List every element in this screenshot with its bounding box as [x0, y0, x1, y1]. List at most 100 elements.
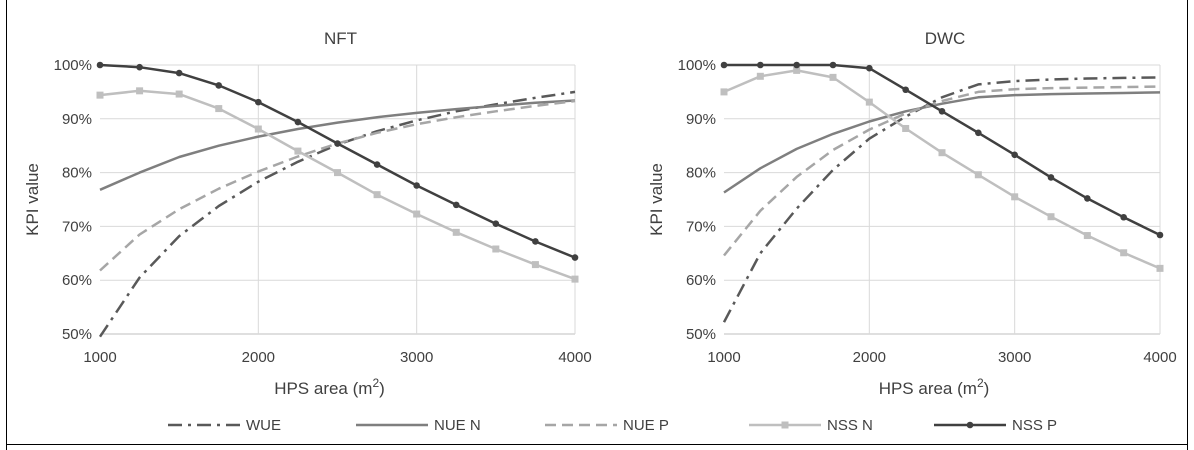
nft-point-nss-p [532, 238, 539, 245]
legend-marker-nss-n [781, 421, 789, 429]
dwc-point-nss-n [829, 73, 837, 81]
dwc-point-nss-p [1047, 174, 1055, 181]
dwc-point-nss-n [902, 124, 910, 132]
dwc-x-tick-label: 4000 [1143, 349, 1176, 366]
dwc-point-nss-n [1083, 232, 1091, 240]
nft-point-nss-p [136, 63, 143, 71]
nft-point-nss-p [373, 161, 381, 168]
legend-entry-nss-p: NSS P [934, 417, 1057, 434]
nft-series-nue-n [99, 99, 576, 191]
dwc-chart-title: DWC [925, 29, 966, 48]
nft-point-nss-n [413, 210, 421, 218]
nft-point-nss-p [571, 254, 579, 261]
dwc-point-nss-n [938, 149, 946, 157]
dwc-point-nss-n [974, 171, 982, 179]
nft-y-axis-title: KPI value [23, 163, 42, 236]
dwc-point-nss-n [756, 72, 764, 80]
nft-y-tick-label: 100% [54, 57, 92, 74]
dwc-point-nss-n [793, 66, 801, 74]
dwc-x-tick-label: 1000 [707, 349, 740, 366]
nft-point-nss-n [334, 169, 341, 177]
dwc-y-tick-label: 80% [686, 165, 716, 182]
legend-label-wue: WUE [246, 417, 281, 434]
chart-panel-dwc: 50% 60% 70% 80% 90% 100% 1000 2000 3000 4000 DWC KP… [647, 29, 1177, 398]
dwc-line-wue [722, 76, 1161, 323]
dwc-point-nss-p [866, 64, 873, 72]
legend: WUE NUE N NUE P NSS N NSS P [168, 417, 1057, 434]
dwc-y-tick-label: 60% [686, 272, 716, 289]
nft-y-tick-label: 90% [62, 111, 92, 128]
dwc-y-tick-label: 50% [686, 326, 716, 343]
legend-label-nue-p: NUE P [623, 417, 669, 434]
dwc-point-nss-p [1084, 195, 1091, 202]
dwc-series-wue [722, 76, 1161, 323]
nft-point-nss-p [294, 118, 302, 126]
dwc-point-nss-p [902, 86, 909, 94]
dwc-line-nue-n [723, 91, 1161, 194]
nft-point-nss-p [452, 201, 460, 209]
legend-label-nue-n: NUE N [434, 417, 481, 434]
nft-point-nss-p [413, 182, 420, 189]
dwc-point-nss-p [793, 61, 800, 69]
nft-y-tick-label: 60% [62, 272, 92, 289]
nft-point-nss-n [492, 245, 500, 253]
dwc-point-nss-n [1156, 264, 1164, 272]
nft-series-nss-p [96, 61, 579, 261]
dwc-y-tick-label: 90% [686, 111, 716, 128]
chart-panel-nft: 50% 60% 70% 80% 90% 100% 1000 2000 3000 4000 NFT KP… [23, 29, 592, 398]
nft-y-tick-label: 80% [62, 165, 92, 182]
nft-point-nss-n [96, 91, 104, 99]
dwc-y-axis-title: KPI value [647, 163, 666, 236]
nft-point-nss-n [452, 228, 460, 236]
dwc-point-nss-p [757, 61, 764, 69]
nft-point-nss-n [571, 275, 579, 283]
dwc-point-nss-p [975, 129, 982, 137]
nft-x-axis-title: HPS area (m2) [274, 376, 385, 398]
nft-point-nss-p [492, 220, 500, 228]
legend-entry-nue-p: NUE P [545, 417, 669, 434]
dwc-point-nss-p [720, 61, 728, 69]
nft-x-tick-label: 2000 [242, 349, 275, 366]
dwc-point-nss-p [1120, 213, 1127, 221]
nft-line-nue-n [99, 99, 576, 191]
dwc-point-nss-n [1011, 193, 1019, 201]
nft-x-tick-label: 3000 [400, 349, 433, 366]
dwc-series-nss-n [720, 66, 1164, 272]
legend-entry-nue-n: NUE N [356, 417, 481, 434]
dwc-point-nss-n [1120, 249, 1128, 257]
nft-point-nss-p [255, 98, 262, 106]
dwc-point-nss-p [829, 61, 837, 69]
nft-point-nss-p [96, 61, 104, 69]
dwc-point-nss-n [1047, 213, 1055, 221]
nft-point-nss-n [175, 90, 183, 98]
legend-marker-nss-p [966, 421, 974, 429]
legend-label-nss-n: NSS N [827, 417, 873, 434]
dwc-series-nue-p [723, 85, 1161, 257]
legend-entry-wue: WUE [168, 417, 281, 434]
nft-point-nss-p [215, 82, 223, 89]
dwc-y-tick-label: 100% [678, 57, 716, 74]
nft-x-tick-label: 4000 [558, 349, 591, 366]
dwc-point-nss-n [865, 98, 873, 106]
dwc-point-nss-p [1156, 231, 1164, 239]
dwc-x-axis-title: HPS area (m2) [879, 376, 990, 398]
nft-point-nss-p [334, 140, 341, 147]
dwc-x-tick-label: 2000 [853, 349, 886, 366]
nft-point-nss-n [531, 261, 539, 269]
legend-label-nss-p: NSS P [1012, 417, 1057, 434]
nft-chart-title: NFT [324, 29, 357, 48]
nft-point-nss-n [254, 125, 262, 133]
dwc-series-nss-p [720, 61, 1164, 239]
dwc-point-nss-n [720, 88, 728, 96]
dwc-x-tick-label: 3000 [998, 349, 1031, 366]
nft-point-nss-n [215, 105, 223, 113]
nft-point-nss-p [175, 69, 183, 77]
dwc-point-nss-p [1011, 151, 1018, 159]
nft-point-nss-n [294, 147, 302, 155]
nft-point-nss-n [373, 191, 381, 199]
nft-series-nss-n [96, 87, 579, 283]
nft-y-tick-label: 70% [62, 218, 92, 235]
nft-x-tick-label: 1000 [83, 349, 116, 366]
nft-y-tick-label: 50% [62, 326, 92, 343]
